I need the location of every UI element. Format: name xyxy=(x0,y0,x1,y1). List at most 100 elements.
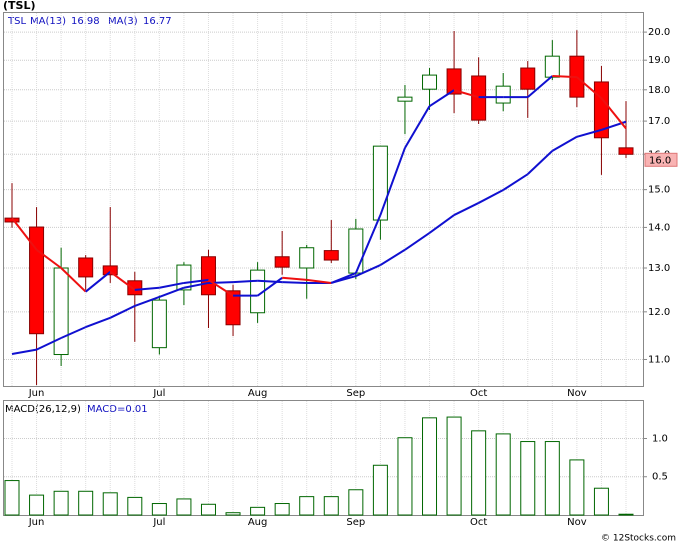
macd-bar xyxy=(151,503,167,516)
y-tick-label: 18.0 xyxy=(648,85,670,96)
macd-bar xyxy=(127,496,143,516)
candle-body xyxy=(102,265,118,276)
last-price-box xyxy=(644,152,678,167)
x-tick-label: Aug xyxy=(248,517,268,528)
legend-ma3: MA(3) xyxy=(108,16,138,27)
ma-line xyxy=(85,271,111,293)
macd-bar xyxy=(569,459,585,516)
ma-line xyxy=(428,89,455,108)
ma-line xyxy=(551,135,578,152)
y-tick-label: 19.0 xyxy=(648,55,670,66)
ma-line xyxy=(330,272,357,284)
ma-line xyxy=(552,74,577,79)
candle-body xyxy=(372,145,388,221)
y-tick-label: 1.0 xyxy=(652,433,668,444)
ma-line xyxy=(109,305,136,319)
macd-bar xyxy=(29,494,45,516)
ma-line xyxy=(35,248,62,269)
ma-line xyxy=(527,75,553,98)
x-tick-label: Nov xyxy=(567,517,587,528)
ma-line xyxy=(282,281,307,284)
legend-ma13: MA(13) xyxy=(30,16,66,27)
candle-body xyxy=(323,250,339,261)
candle-body xyxy=(29,226,45,335)
macd-bar xyxy=(593,487,609,516)
candle-body xyxy=(78,257,94,278)
ma-line xyxy=(159,286,185,298)
x-tick-label: Nov xyxy=(567,388,587,399)
ma-line xyxy=(183,278,209,284)
ma-line xyxy=(576,76,603,99)
x-tick-label: Sep xyxy=(346,388,365,399)
macd-bar xyxy=(4,480,20,516)
macd-bar xyxy=(495,433,511,516)
legend-ma3-value: 16.77 xyxy=(143,16,172,27)
ma-line xyxy=(453,89,479,99)
macd-bar xyxy=(520,441,536,516)
candle-body xyxy=(397,96,413,102)
macd-bar xyxy=(372,464,388,516)
x-tick-label: Aug xyxy=(248,388,268,399)
ma-line xyxy=(306,278,332,284)
macd-bar xyxy=(446,416,462,516)
ma-line xyxy=(85,316,111,329)
macd-legend: MACD=0.01 xyxy=(87,404,148,415)
legend-symbol: TSL xyxy=(7,16,26,27)
macd-bar xyxy=(544,441,560,516)
candle-body xyxy=(446,68,462,95)
x-tick-label: Jul xyxy=(152,517,165,528)
ma-line xyxy=(11,348,37,356)
macd-bar xyxy=(397,437,413,516)
candle-body xyxy=(225,290,241,326)
x-tick-label: Jul xyxy=(152,388,165,399)
macd-bar xyxy=(200,503,216,516)
ma-line xyxy=(36,337,62,351)
ma-line xyxy=(159,281,185,289)
candle-body xyxy=(151,299,167,349)
macd-bar xyxy=(250,506,266,516)
ma-line xyxy=(404,232,431,251)
ma-line xyxy=(576,128,602,138)
x-tick-label: Oct xyxy=(470,388,487,399)
ma-line xyxy=(354,214,382,274)
y-tick-label: 13.0 xyxy=(648,263,670,274)
x-tick-label: Sep xyxy=(346,517,365,528)
y-tick-label: 0.5 xyxy=(652,472,668,483)
macd-title: MACD(26,12,9) xyxy=(5,404,81,415)
y-tick-label: 17.0 xyxy=(648,116,670,127)
footer: © 12Stocks.com xyxy=(601,534,676,544)
ma-line xyxy=(428,214,455,234)
macd-bar xyxy=(348,489,364,516)
macd-bar xyxy=(78,490,94,516)
ma-line xyxy=(379,248,406,266)
ma-line xyxy=(109,271,136,291)
candle-body xyxy=(618,147,634,155)
ma-line xyxy=(60,267,87,293)
candle-body xyxy=(200,256,216,296)
macd-bar xyxy=(299,496,315,516)
macd-panel xyxy=(3,400,644,516)
macd-bar xyxy=(618,513,634,516)
x-tick-label: Jun xyxy=(28,517,45,528)
ma-line xyxy=(134,296,160,307)
candle-body xyxy=(520,67,536,90)
candle-body xyxy=(495,85,511,104)
y-tick-label: 11.0 xyxy=(648,354,670,365)
price-panel xyxy=(3,12,644,387)
y-tick-label: 12.0 xyxy=(648,307,670,318)
ma-line xyxy=(453,202,480,216)
ma-line xyxy=(232,279,258,284)
ma-line xyxy=(257,276,283,297)
candle-body xyxy=(127,280,143,296)
macd-bar xyxy=(102,492,118,516)
macd-bar xyxy=(323,496,339,516)
ma-line xyxy=(600,97,627,130)
x-tick-label: Jun xyxy=(28,388,45,399)
macd-bar xyxy=(176,498,192,516)
ma-line xyxy=(355,264,381,277)
ma-line xyxy=(60,326,87,339)
y-tick-label: 14.0 xyxy=(648,222,670,233)
macd-bar xyxy=(274,503,290,516)
candle-body xyxy=(299,247,315,269)
